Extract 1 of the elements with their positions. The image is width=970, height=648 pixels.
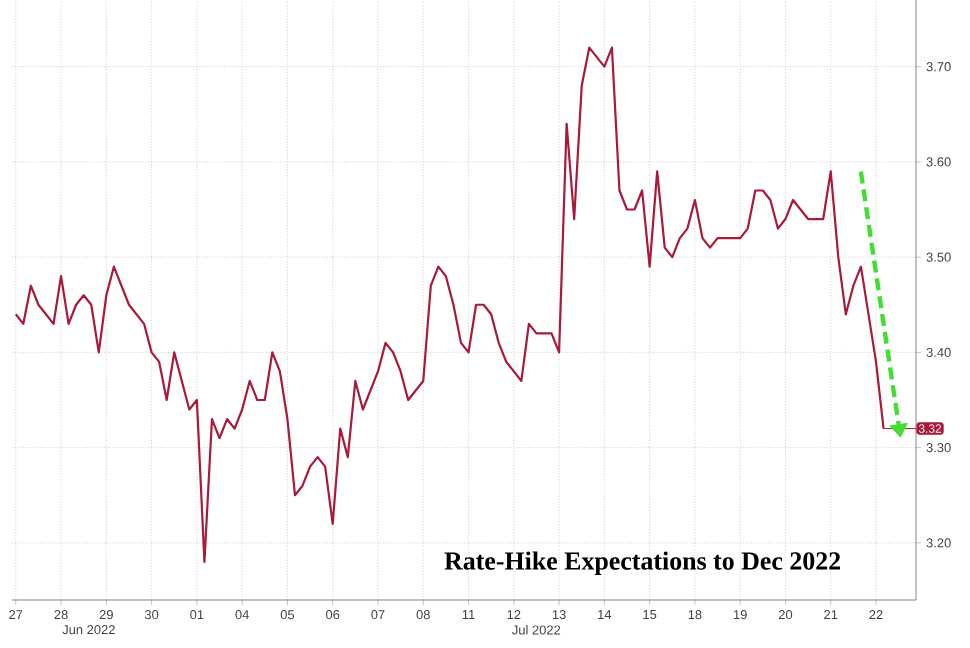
text: Rate-Hike Expectations to Dec 2022 <box>444 551 841 575</box>
